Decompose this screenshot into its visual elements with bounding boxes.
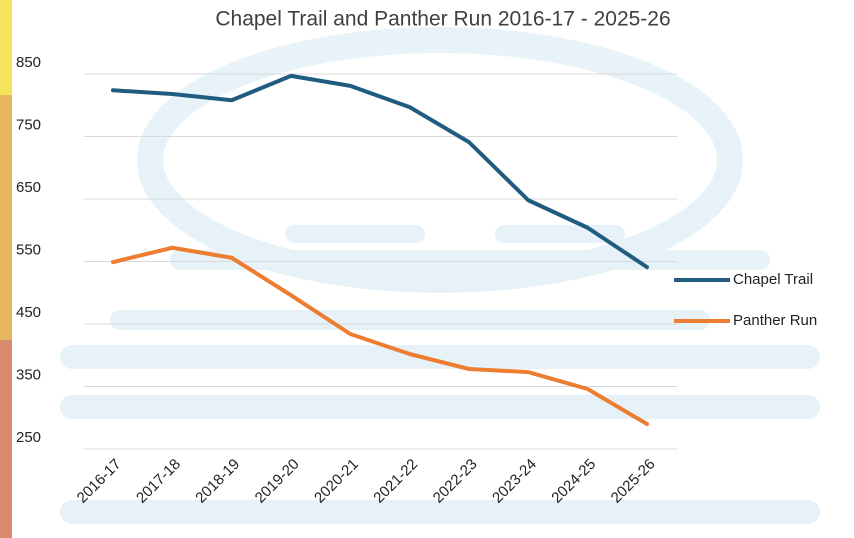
y-tick-label: 850 [16, 54, 41, 71]
y-tick-label: 450 [16, 304, 41, 321]
y-tick-label: 650 [16, 179, 41, 196]
edge-strip [0, 340, 12, 538]
edge-strip [0, 0, 12, 95]
y-tick-label: 750 [16, 116, 41, 133]
chart-title: Chapel Trail and Panther Run 2016-17 - 2… [215, 8, 670, 31]
legend-label: Chapel Trail [733, 271, 813, 288]
y-tick-label: 250 [16, 429, 41, 446]
y-tick-label: 550 [16, 241, 41, 258]
chart: Chapel Trail and Panther Run 2016-17 - 2… [0, 0, 854, 538]
y-tick-label: 350 [16, 366, 41, 383]
edge-strip [0, 95, 12, 340]
legend-label: Panther Run [733, 312, 817, 329]
